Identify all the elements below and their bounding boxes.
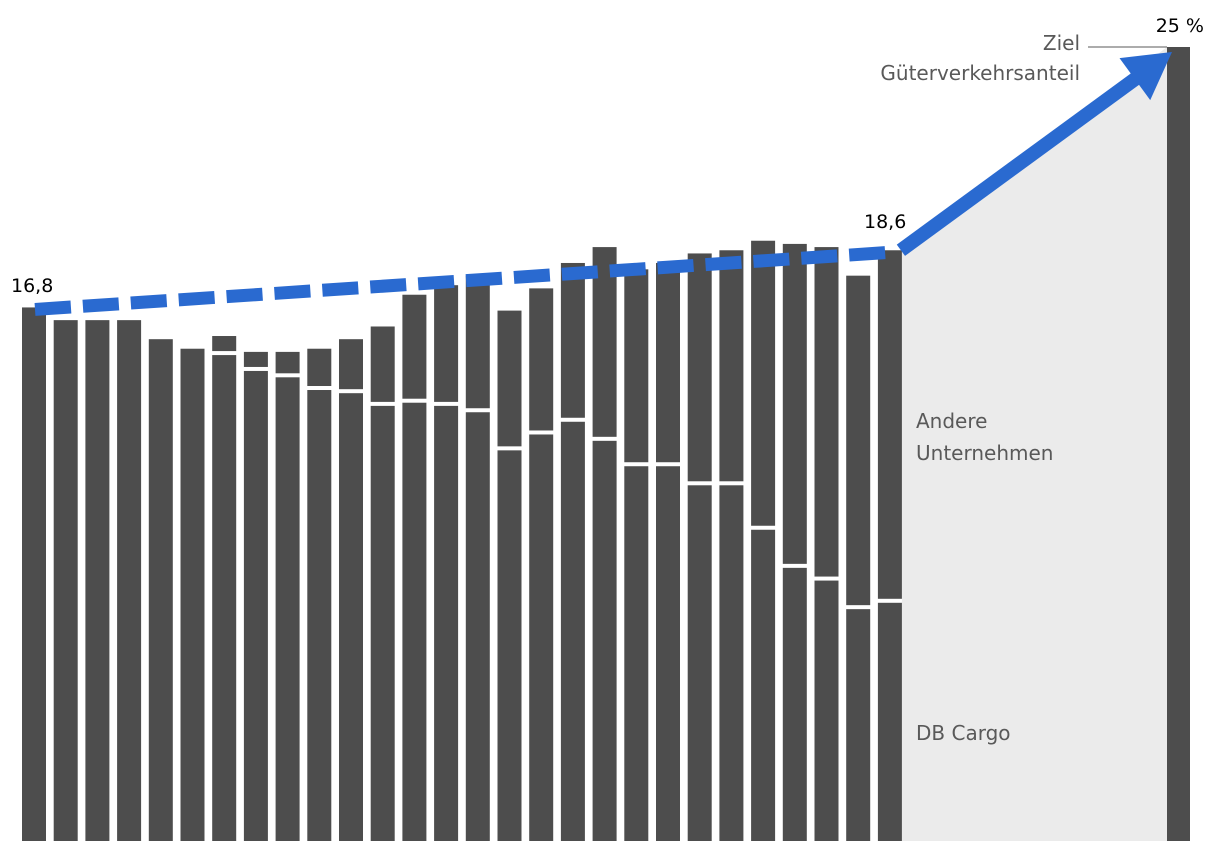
bar-andere-unternehmen — [719, 250, 744, 482]
bar-db-cargo — [307, 390, 332, 841]
bar-andere-unternehmen — [243, 351, 268, 367]
bar-andere-unternehmen — [751, 240, 776, 526]
bar-db-cargo — [212, 355, 237, 841]
bar-db-cargo — [434, 405, 459, 841]
bar-db-cargo — [529, 434, 554, 841]
bar-db-cargo — [814, 580, 839, 841]
bar-db-cargo — [846, 609, 871, 841]
bar-andere-unternehmen — [529, 288, 554, 431]
bar-db-cargo — [148, 339, 173, 841]
bar-andere-unternehmen — [846, 275, 871, 606]
bar-andere-unternehmen — [339, 339, 363, 390]
bar-db-cargo — [497, 450, 522, 841]
bar-andere-unternehmen — [402, 294, 427, 399]
andere-unternehmen-label-line2: Unternehmen — [916, 441, 1053, 465]
bar-db-cargo — [243, 370, 268, 841]
bar-andere-unternehmen — [877, 250, 902, 599]
bar-db-cargo — [751, 529, 776, 841]
bar-db-cargo — [656, 466, 680, 841]
target-arrow — [896, 71, 1143, 256]
bar-db-cargo — [370, 405, 395, 841]
bar-db-cargo — [85, 320, 110, 841]
bar-andere-unternehmen — [624, 269, 649, 463]
bar-andere-unternehmen — [370, 326, 395, 402]
bar-andere-unternehmen — [497, 310, 522, 447]
bar-andere-unternehmen — [814, 247, 839, 577]
target-label-line2: Güterverkehrsanteil — [880, 61, 1080, 85]
bar-db-cargo — [339, 393, 363, 841]
db-cargo-label: DB Cargo — [916, 721, 1011, 745]
bar-db-cargo — [687, 485, 712, 841]
bar-db-cargo — [402, 402, 427, 841]
bar-andere-unternehmen — [656, 262, 680, 463]
bar-andere-unternehmen — [592, 247, 617, 437]
end-value-label: 18,6 — [864, 211, 906, 233]
bar-andere-unternehmen — [434, 285, 459, 402]
target-value-label: 25 % — [1156, 15, 1204, 37]
bar-andere-unternehmen — [275, 351, 300, 374]
bar-db-cargo — [782, 567, 807, 841]
bar-andere-unternehmen — [212, 336, 237, 352]
target-bar — [1167, 47, 1190, 841]
target-label-line1: Ziel — [1043, 31, 1080, 55]
bars — [22, 240, 902, 841]
bar-db-cargo — [560, 421, 585, 841]
bar-andere-unternehmen — [307, 348, 332, 387]
bar-db-cargo — [877, 602, 902, 841]
target-arrowhead — [1119, 52, 1172, 101]
target-area — [901, 47, 1167, 841]
start-value-label: 16,8 — [11, 275, 53, 297]
bar-db-cargo — [275, 377, 300, 841]
bar-db-cargo — [22, 307, 46, 841]
bar-andere-unternehmen — [465, 275, 490, 409]
bar-db-cargo — [719, 485, 744, 841]
bar-db-cargo — [53, 320, 78, 841]
bar-andere-unternehmen — [687, 253, 712, 482]
bar-andere-unternehmen — [560, 262, 585, 418]
bar-db-cargo — [465, 412, 490, 841]
bar-db-cargo — [117, 320, 142, 841]
bar-db-cargo — [592, 440, 617, 841]
bar-db-cargo — [180, 348, 205, 841]
bar-db-cargo — [624, 466, 649, 841]
andere-unternehmen-label-line1: Andere — [916, 409, 987, 433]
bar-andere-unternehmen — [782, 243, 807, 564]
